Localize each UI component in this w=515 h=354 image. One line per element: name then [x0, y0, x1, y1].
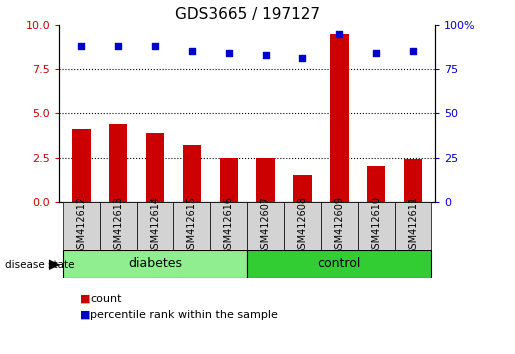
Text: disease state: disease state — [5, 260, 75, 270]
Text: GSM412616: GSM412616 — [224, 196, 234, 255]
Bar — [247, 250, 432, 278]
Bar — [146, 133, 164, 202]
Bar — [404, 159, 422, 202]
Title: GDS3665 / 197127: GDS3665 / 197127 — [175, 7, 320, 22]
Bar — [63, 202, 100, 250]
Bar — [109, 124, 127, 202]
Text: control: control — [318, 257, 361, 270]
Point — [151, 43, 159, 49]
Text: GSM412608: GSM412608 — [298, 196, 307, 255]
Point — [77, 43, 85, 49]
Bar — [284, 202, 321, 250]
Text: GSM412611: GSM412611 — [408, 196, 418, 255]
Bar — [63, 250, 247, 278]
Point — [298, 55, 306, 60]
Bar — [367, 166, 385, 202]
Text: count: count — [90, 294, 122, 304]
Bar — [394, 202, 432, 250]
Point — [114, 43, 123, 49]
Text: GSM412613: GSM412613 — [113, 196, 123, 255]
Point — [225, 50, 233, 56]
Point — [188, 48, 196, 54]
Text: GSM412612: GSM412612 — [76, 196, 87, 255]
Point — [335, 31, 344, 36]
Bar — [293, 175, 312, 202]
Point — [372, 50, 380, 56]
Bar — [72, 129, 91, 202]
Text: diabetes: diabetes — [128, 257, 182, 270]
Bar — [210, 202, 247, 250]
Point — [409, 48, 417, 54]
Bar — [256, 158, 275, 202]
Text: GSM412607: GSM412607 — [261, 196, 270, 255]
Text: GSM412615: GSM412615 — [187, 196, 197, 255]
Bar — [330, 34, 349, 202]
Polygon shape — [49, 259, 60, 270]
Text: percentile rank within the sample: percentile rank within the sample — [90, 310, 278, 320]
Bar — [219, 158, 238, 202]
Bar — [247, 202, 284, 250]
Bar — [183, 145, 201, 202]
Text: ■: ■ — [80, 294, 90, 304]
Bar — [321, 202, 358, 250]
Text: ■: ■ — [80, 310, 90, 320]
Text: GSM412614: GSM412614 — [150, 196, 160, 255]
Text: GSM412610: GSM412610 — [371, 196, 381, 255]
Bar — [358, 202, 394, 250]
Bar — [136, 202, 174, 250]
Bar — [174, 202, 210, 250]
Point — [262, 52, 270, 58]
Text: GSM412609: GSM412609 — [334, 196, 345, 255]
Bar — [100, 202, 136, 250]
